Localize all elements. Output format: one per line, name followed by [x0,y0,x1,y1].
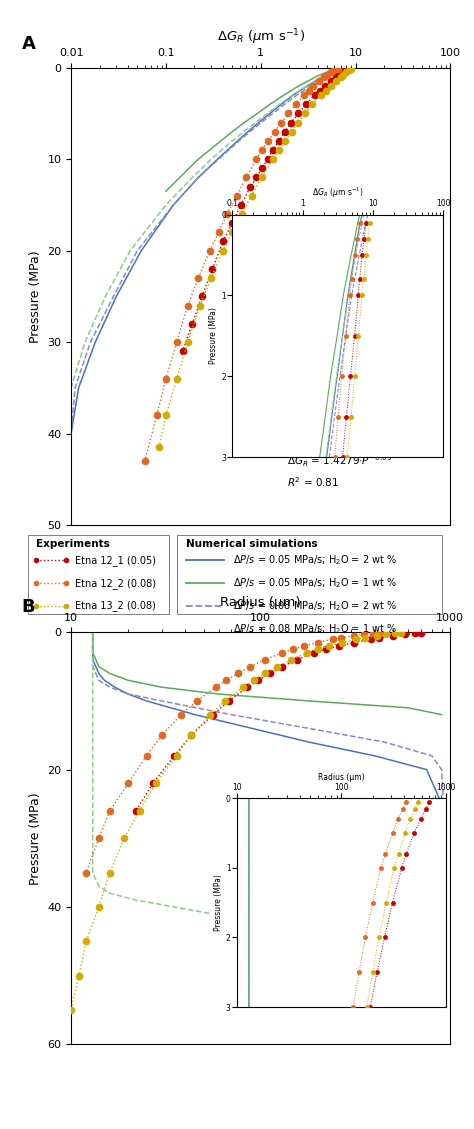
X-axis label: Radius (μm): Radius (μm) [318,773,365,782]
Text: A: A [22,35,36,53]
Y-axis label: Pressure (MPa): Pressure (MPa) [214,874,223,931]
Text: Experiments: Experiments [36,539,110,549]
Text: Numerical simulations: Numerical simulations [186,539,318,549]
Text: Dec. rate = 0.05 MPa s$^{-1}$
$\Delta G_R$ = 1.4279·$P^{-0.69}$
$R^2$ = 0.81: Dec. rate = 0.05 MPa s$^{-1}$ $\Delta G_… [287,434,419,489]
Text: $\Delta P/s$ = 0.05 MPa/s; H$_2$O = 2 wt %: $\Delta P/s$ = 0.05 MPa/s; H$_2$O = 2 wt… [233,553,397,567]
X-axis label: Radius (μm): Radius (μm) [220,596,301,609]
Y-axis label: Pressure (MPa): Pressure (MPa) [210,307,219,365]
Bar [28,535,169,614]
Y-axis label: Pressure (MPa): Pressure (MPa) [29,250,42,343]
X-axis label: $\Delta G_R$ ($\mu$m s$^{-1}$): $\Delta G_R$ ($\mu$m s$^{-1}$) [312,186,364,201]
Text: $\Delta P/s$ = 0.08 MPa/s; H$_2$O = 2 wt %: $\Delta P/s$ = 0.08 MPa/s; H$_2$O = 2 wt… [233,599,397,613]
Text: Etna 12_2 (0.08): Etna 12_2 (0.08) [75,578,156,588]
Text: $\Delta P/s$ = 0.08 MPa/s; H$_2$O = 1 wt %: $\Delta P/s$ = 0.08 MPa/s; H$_2$O = 1 wt… [233,622,397,636]
Text: Dec. rate = 0.08 MPa s$^{-1}$
$\Delta G_R$ = 2.1826·$P^{-0.685}$
$R^2$ = 0.90: Dec. rate = 0.08 MPa s$^{-1}$ $\Delta G_… [287,351,419,406]
Text: $\Delta P/s$ = 0.05 MPa/s; H$_2$O = 1 wt %: $\Delta P/s$ = 0.05 MPa/s; H$_2$O = 1 wt… [233,576,397,590]
Text: Etna 12_1 (0.05): Etna 12_1 (0.05) [75,554,156,566]
Y-axis label: Pressure (MPa): Pressure (MPa) [29,791,42,885]
Bar [177,535,442,614]
X-axis label: $\Delta G_R$ ($\mu$m s$^{-1}$): $\Delta G_R$ ($\mu$m s$^{-1}$) [217,27,305,46]
Text: B: B [22,597,36,615]
Text: Etna 13_2 (0.08): Etna 13_2 (0.08) [75,601,156,612]
